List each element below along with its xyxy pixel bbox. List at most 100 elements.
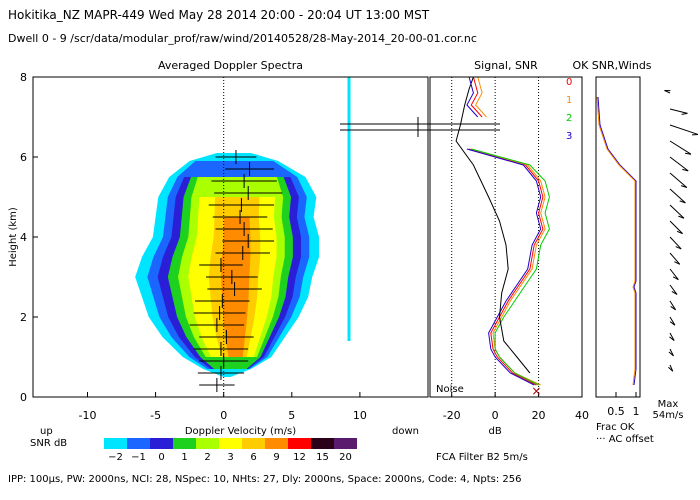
snr-title: Signal, SNR	[474, 59, 538, 72]
wind-arrowhead-7	[678, 215, 685, 219]
y-axis-label: Height (km)	[8, 207, 19, 267]
noise-label: Noise	[436, 384, 464, 395]
snr-series-3	[466, 148, 542, 386]
snr-frame	[429, 76, 583, 398]
snr-legend-3: 3	[566, 131, 572, 142]
colorbar-tick-8: 12	[293, 452, 306, 463]
wind-arrow-15	[669, 332, 675, 341]
wind-arrow-2	[669, 124, 699, 135]
wind-arrow-5	[669, 172, 688, 188]
ytick-label-3: 6	[20, 151, 27, 164]
wind-arrow-9	[669, 236, 682, 250]
wind-arrowhead-13	[670, 305, 676, 311]
colorbar-tick-2: 0	[158, 452, 164, 463]
wind-arrow-10	[669, 252, 681, 265]
snr-legend-1: 1	[566, 95, 572, 106]
fracok-line	[597, 96, 637, 386]
colorbar-swatch-5	[219, 438, 242, 449]
colorbar-tick-4: 2	[204, 452, 210, 463]
wind-arrowhead-8	[676, 230, 683, 235]
colorbar-swatch-8	[288, 438, 311, 449]
ytick-label-2: 4	[20, 231, 27, 244]
snr-xtick-label-2: 20	[532, 409, 546, 422]
snr-x-label: dB	[489, 426, 502, 437]
wind-arrowhead-10	[674, 261, 681, 265]
snr-series-0	[468, 148, 544, 386]
snr-top-trace-0	[470, 76, 483, 118]
wind-arrowhead-12	[671, 290, 678, 295]
wind-arrow-7	[669, 204, 685, 219]
max-label: Max	[658, 399, 679, 410]
wind-arrow-6	[669, 188, 686, 204]
wind-arrowhead-5	[680, 185, 687, 188]
colorbar-swatch-4	[196, 438, 219, 449]
snr-xtick-label-3: 40	[575, 409, 589, 422]
snr-series-2	[471, 148, 550, 386]
xtick-label-1: -5	[150, 409, 161, 422]
spectra-title: Averaged Doppler Spectra	[158, 59, 303, 72]
colorbar-swatch-7	[265, 438, 288, 449]
wind-arrow-14	[669, 316, 676, 326]
colorbar-swatch-1	[127, 438, 150, 449]
colorbar-swatch-3	[173, 438, 196, 449]
spectra-panel: Averaged Doppler Spectra 0 2 4 6 8 -10 -5 0 5 10 He…	[8, 59, 500, 437]
snr-xtick-label-0: -20	[443, 409, 461, 422]
colorbar-left-word: up	[40, 426, 53, 437]
colorbar-tick-9: 15	[316, 452, 329, 463]
footer-params: IPP: 100µs, PW: 2000ns, NCI: 28, NSpec: …	[8, 474, 522, 485]
xtick-label-4: 10	[353, 409, 367, 422]
ytick-label-1: 2	[20, 311, 27, 324]
colorbar-swatch-10	[334, 438, 357, 449]
noise-marker: ×	[531, 384, 541, 398]
ok-x-label: Frac OK	[596, 422, 635, 433]
ok-winds-panel: OK SNR,Winds 0.5 1 Frac OK··· AC offset Max5…	[572, 59, 699, 445]
colorbar-tick-10: 20	[339, 452, 352, 463]
wind-arrow-4	[669, 156, 689, 172]
colorbar-tick-6: 6	[250, 452, 256, 463]
colorbar-tick-5: 3	[227, 452, 233, 463]
wind-arrow-8	[669, 220, 683, 234]
colorbar-swatch-6	[242, 438, 265, 449]
colorbar-swatch-9	[311, 438, 334, 449]
snr-top-trace-1	[474, 76, 487, 118]
colorbar-tick-7: 9	[273, 452, 279, 463]
header-line-2: Dwell 0 - 9 /scr/data/modular_prof/raw/w…	[8, 32, 477, 45]
colorbar-tick-1: −1	[131, 452, 146, 463]
xtick-label-2: 0	[220, 409, 227, 422]
ytick-label-0: 0	[20, 391, 27, 404]
header-line-1: Hokitika_NZ MAPR-449 Wed May 28 2014 20:…	[8, 8, 430, 22]
snr-legend-2: 2	[566, 113, 572, 124]
filter-label: FCA Filter B2 5m/s	[436, 452, 528, 463]
colorbar-swatch-0	[104, 438, 127, 449]
snr-xtick-label-1: 0	[492, 409, 499, 422]
wind-arrow-3	[669, 140, 692, 155]
fracok-line-offset	[596, 96, 636, 386]
colorbar-swatch-2	[150, 438, 173, 449]
wind-arrowhead-16	[668, 351, 674, 357]
wind-arrow-16	[669, 348, 674, 357]
wind-arrowhead-11	[672, 276, 679, 281]
wind-arrowhead-17	[668, 366, 674, 372]
wind-arrowhead-4	[682, 168, 689, 172]
snr-legend-0: 0	[566, 77, 572, 88]
wind-arrow-13	[669, 300, 677, 311]
colorbar-tick-0: −2	[108, 452, 123, 463]
ok-xtick-label-1: 1	[633, 405, 640, 418]
colorbar-right-word: down	[392, 426, 419, 437]
wind-arrowhead-6	[679, 200, 686, 204]
max-value: 54m/s	[652, 410, 683, 421]
ok-xtick-label-0: 0.5	[607, 405, 625, 418]
wind-arrow-1	[669, 108, 688, 114]
wind-arrowhead-15	[669, 336, 675, 341]
colorbar-tick-3: 1	[181, 452, 187, 463]
wind-arrowhead-14	[669, 321, 676, 326]
ok-frame	[595, 76, 641, 398]
x-axis-label: Doppler Velocity (m/s)	[185, 426, 296, 437]
snr-top-trace-2	[466, 76, 479, 118]
xtick-label-0: -10	[78, 409, 96, 422]
colorbar-label: SNR dB	[30, 438, 67, 449]
wind-arrowhead-3	[684, 152, 692, 155]
wind-arrow-11	[669, 268, 679, 281]
